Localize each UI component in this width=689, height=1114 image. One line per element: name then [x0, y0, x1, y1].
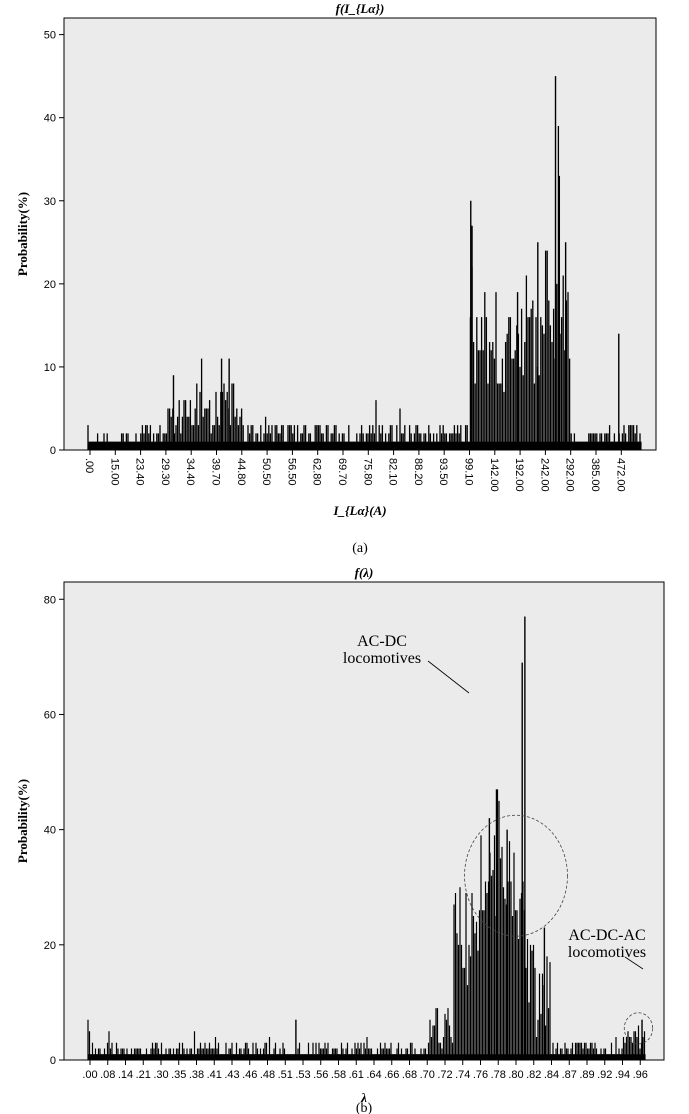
y-axis-label: Probability(%)	[15, 779, 30, 863]
plot-area	[63, 581, 665, 1061]
y-tick-label: 60	[44, 709, 56, 721]
y-tick-label: 20	[44, 940, 56, 952]
x-tick-label: 44.80	[235, 458, 247, 486]
annotation-ellipse	[623, 1012, 654, 1045]
x-tick-label: .48	[260, 1069, 275, 1081]
x-tick-label: 34.40	[184, 458, 196, 486]
x-tick-label: 82.10	[387, 458, 399, 486]
x-tick-label: .30	[153, 1069, 168, 1081]
plot-area	[63, 17, 657, 451]
chart-panel-b: f(λ) 0 20 40 60 80 .00.08.14.21.30.35.38.41.43…	[0, 562, 689, 1114]
x-tick-label: .70	[420, 1069, 435, 1081]
histogram-bars	[87, 76, 642, 450]
x-tick-label: 292.00	[564, 458, 576, 492]
y-tick-label: 20	[44, 279, 56, 291]
x-tick-label: .84	[544, 1069, 559, 1081]
x-tick-label: 88.20	[412, 458, 424, 486]
chart-panel-a: f(I_{Lα}) 0 10 20 30 40 50 .00 15.00 23.40 29.30 34…	[15, 1, 657, 556]
y-tick-label: 0	[50, 1055, 56, 1067]
x-tick-label: .72	[437, 1069, 452, 1081]
y-tick-label: 40	[44, 825, 56, 837]
x-tick-label: 69.70	[336, 458, 348, 486]
y-tick-label: 40	[44, 113, 56, 125]
y-tick-label: 50	[44, 30, 56, 42]
x-tick-label: 15.00	[108, 458, 120, 486]
histogram-chart-a: f(I_{Lα}) 0 10 20 30 40 50 .00 15.00 23.40 29.30 34…	[15, 1, 657, 556]
x-tick-label: .74	[455, 1069, 470, 1081]
annotation-label-line1: AC-DC-AC	[568, 927, 645, 944]
x-tick-label: 472.00	[614, 458, 626, 492]
chart-title: f(λ)	[355, 565, 374, 580]
x-tick-label: 242.00	[538, 458, 550, 492]
x-tick-label: .35	[171, 1069, 186, 1081]
x-tick-label: 192.00	[513, 458, 525, 492]
x-tick-label: .46	[242, 1069, 257, 1081]
x-tick-label: .76	[473, 1069, 488, 1081]
x-tick-label: .00	[83, 458, 95, 473]
histogram-chart-b: f(λ) 0 20 40 60 80 .00.08.14.21.30.35.38.41.43…	[15, 565, 665, 1114]
x-tick-label: .82	[526, 1069, 541, 1081]
x-tick-label: .51	[278, 1069, 293, 1081]
x-tick-label: .43	[224, 1069, 239, 1081]
x-tick-label: .80	[508, 1069, 523, 1081]
x-tick-label: 39.70	[210, 458, 222, 486]
annotation-leader-line	[427, 660, 470, 694]
x-tick-label: .41	[207, 1069, 222, 1081]
x-tick-label: 50.50	[260, 458, 272, 486]
x-tick-label: .61	[349, 1069, 364, 1081]
x-tick-label: 93.50	[437, 458, 449, 486]
x-tick-label: .58	[331, 1069, 346, 1081]
x-tick-label: 23.40	[134, 458, 146, 486]
annotation-label-line2: locomotives	[568, 944, 646, 961]
panel-caption: (a)	[352, 541, 368, 556]
y-tick-label: 80	[44, 594, 56, 606]
y-tick-label: 30	[44, 196, 56, 208]
x-tick-label: 29.30	[159, 458, 171, 486]
histogram-baseline-band	[88, 441, 642, 450]
x-tick-label: .68	[402, 1069, 417, 1081]
y-tick-label: 10	[44, 362, 56, 374]
y-axis-label: Probability(%)	[15, 192, 30, 276]
x-tick-label: 385.00	[589, 458, 601, 492]
x-tick-label: .64	[366, 1069, 381, 1081]
x-tick-label: .08	[100, 1069, 115, 1081]
x-tick-label: .94	[615, 1069, 630, 1081]
histogram-bars	[87, 616, 646, 1060]
x-tick-label: .96	[633, 1069, 648, 1081]
y-tick-label: 0	[50, 445, 56, 457]
x-tick-label: .56	[313, 1069, 328, 1081]
annotation-label-line1: AC-DC	[357, 633, 407, 650]
x-tick-label: .21	[136, 1069, 151, 1081]
annotation-label-line2: locomotives	[343, 650, 421, 667]
chart-title: f(I_{Lα})	[336, 1, 385, 16]
annotation-leader-line	[624, 956, 644, 970]
x-tick-label: 62.80	[311, 458, 323, 486]
panel-caption: (b)	[356, 1101, 373, 1114]
x-tick-label: .87	[562, 1069, 577, 1081]
x-tick-label: .00	[82, 1069, 97, 1081]
x-tick-label: .38	[189, 1069, 204, 1081]
annotation-ellipse	[464, 814, 568, 937]
x-axis-label: I_{Lα}(A)	[332, 503, 386, 518]
x-tick-label: 75.80	[361, 458, 373, 486]
x-tick-label: .53	[295, 1069, 310, 1081]
x-tick-label: 56.50	[285, 458, 297, 486]
x-axis-label: λ	[360, 1090, 367, 1105]
x-tick-label: 142.00	[488, 458, 500, 492]
x-tick-label: .14	[118, 1069, 133, 1081]
x-tick-label: .78	[491, 1069, 506, 1081]
histogram-baseline-band	[88, 1054, 646, 1060]
x-tick-label: .92	[597, 1069, 612, 1081]
x-tick-label: .66	[384, 1069, 399, 1081]
x-tick-label: 99.10	[463, 458, 475, 486]
x-tick-label: .89	[579, 1069, 594, 1081]
